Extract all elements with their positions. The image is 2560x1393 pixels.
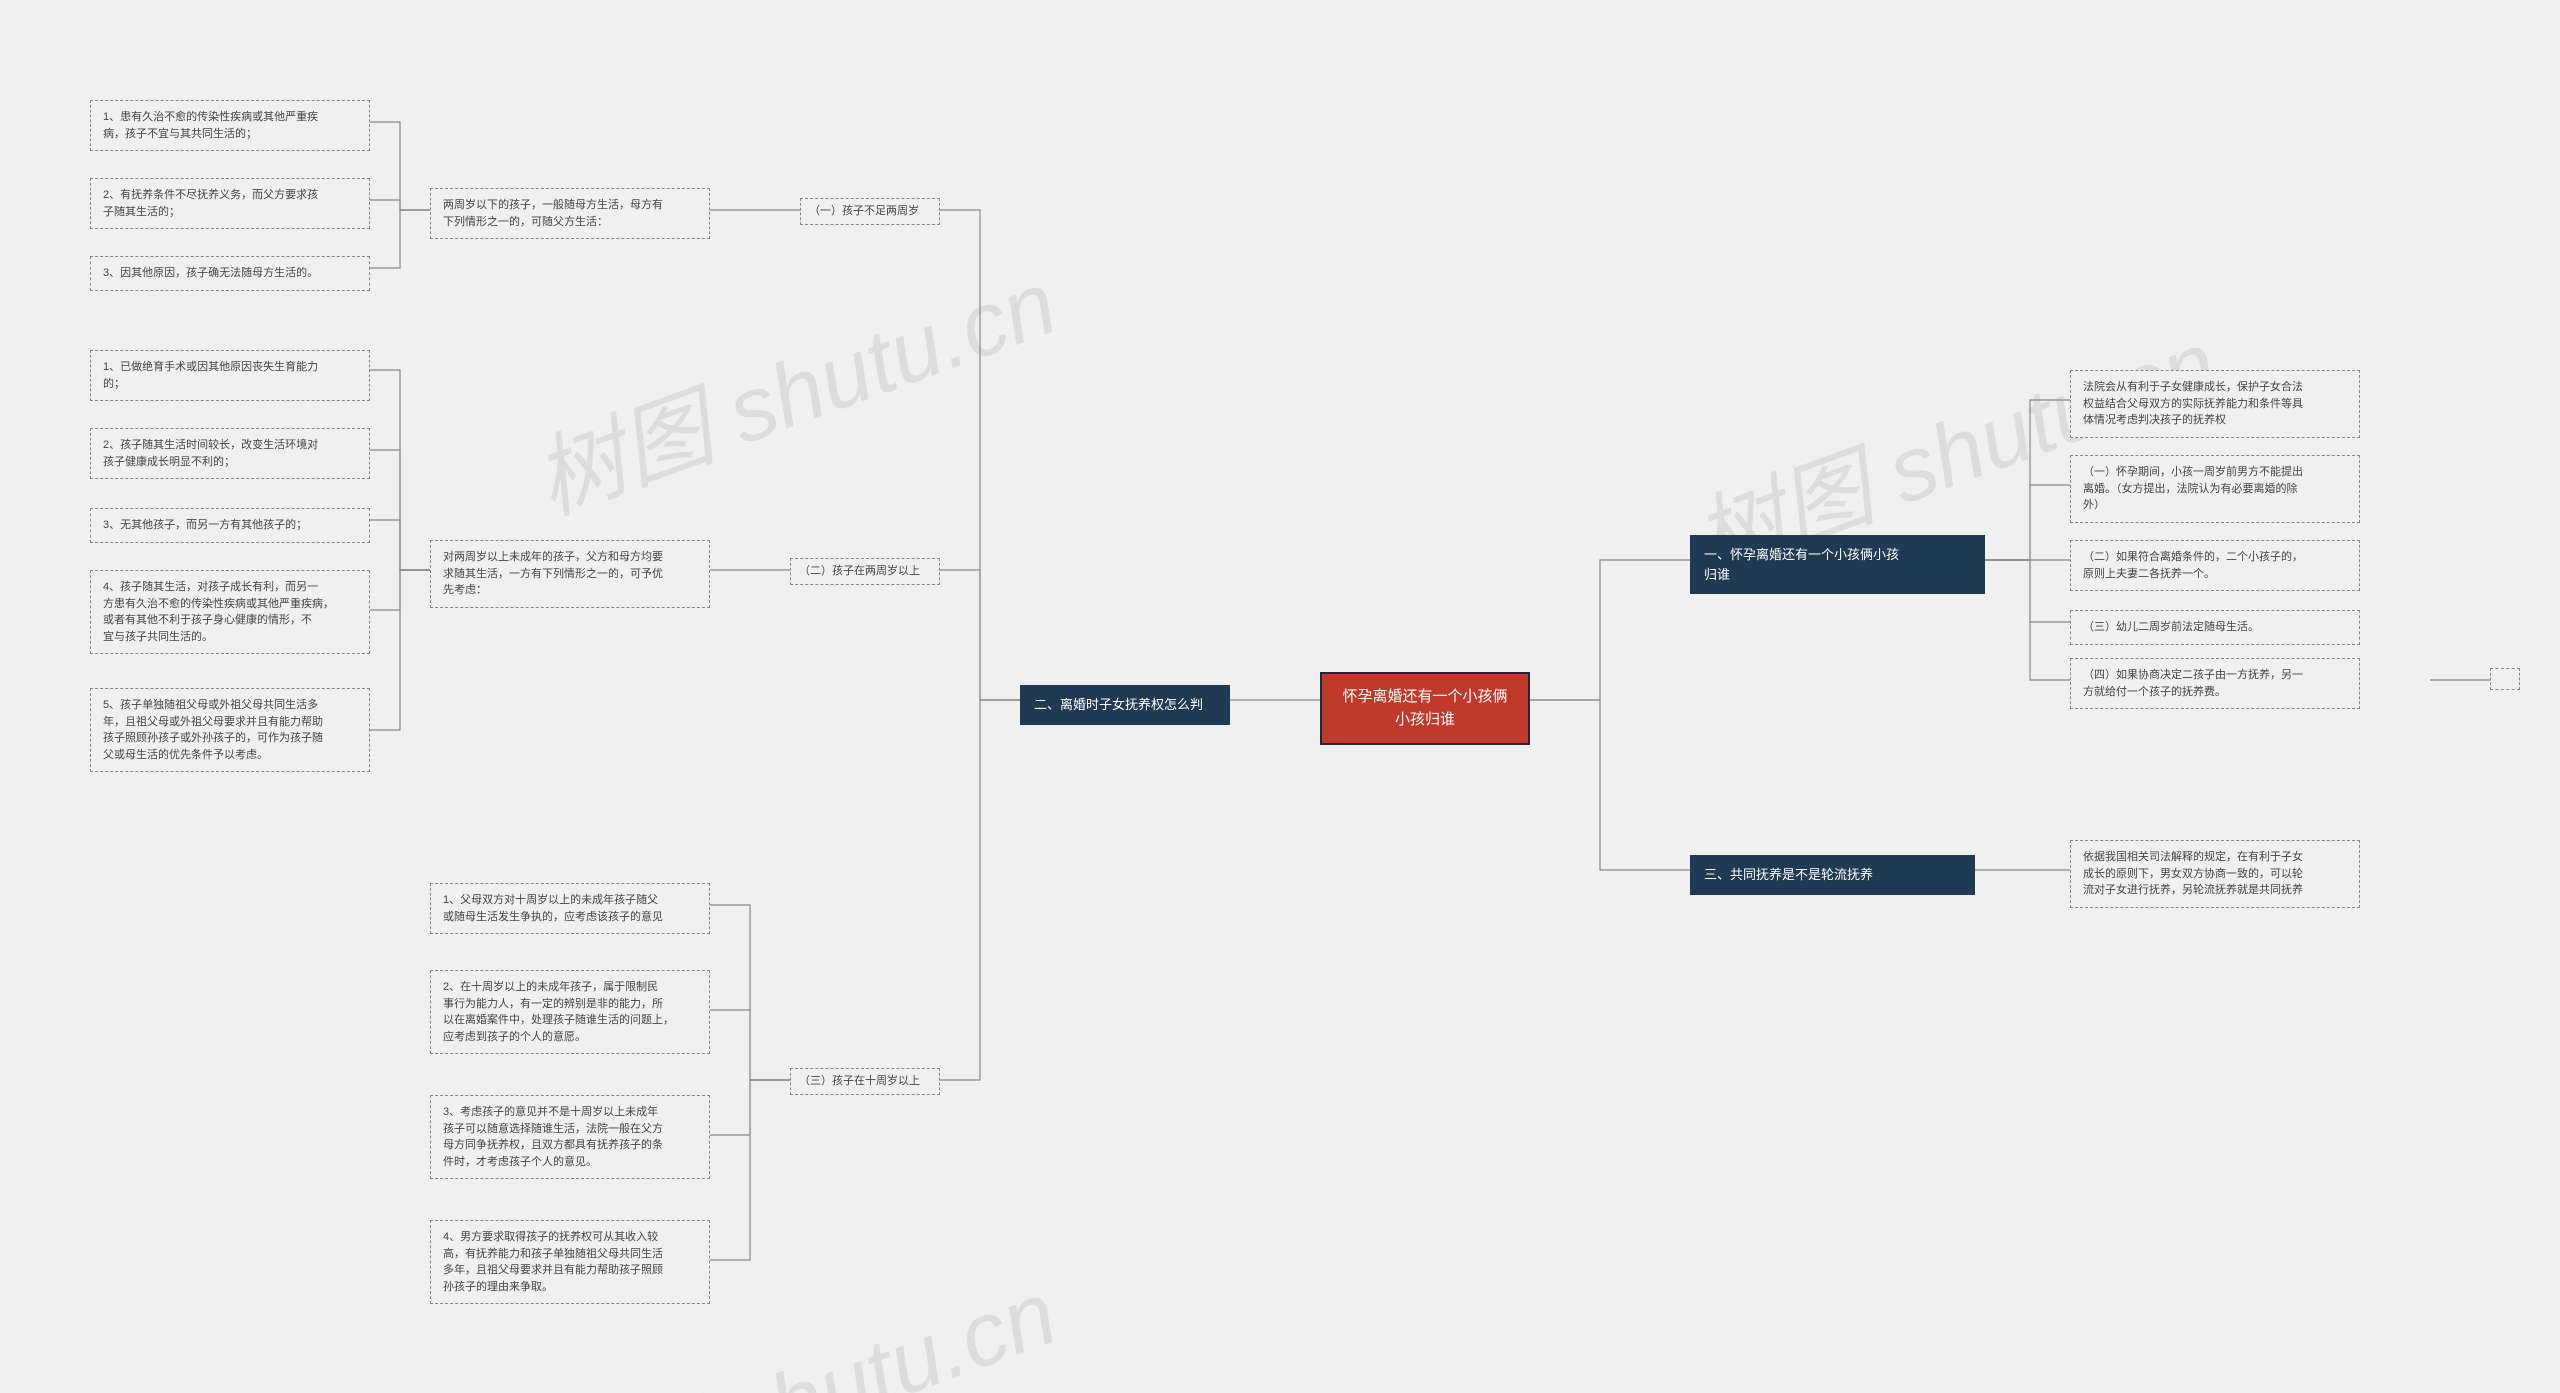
leaf-node[interactable]: 4、男方要求取得孩子的抚养权可从其收入较高，有抚养能力和孩子单独随祖父母共同生活… — [430, 1220, 710, 1304]
branch-1[interactable]: 一、怀孕离婚还有一个小孩俩小孩归谁 — [1690, 535, 1985, 594]
leaf-node[interactable]: 2、在十周岁以上的未成年孩子，属于限制民事行为能力人，有一定的辨别是非的能力，所… — [430, 970, 710, 1054]
leaf-node[interactable]: 依据我国相关司法解释的规定，在有利于子女成长的原则下，男女双方协商一致的，可以轮… — [2070, 840, 2360, 908]
sub-branch-3[interactable]: （三）孩子在十周岁以上 — [790, 1068, 940, 1095]
leaf-node[interactable]: （二）如果符合离婚条件的，二个小孩子的，原则上夫妻二各抚养一个。 — [2070, 540, 2360, 591]
leaf-node[interactable]: （三）幼儿二周岁前法定随母生活。 — [2070, 610, 2360, 645]
leaf-node[interactable]: 3、无其他孩子，而另一方有其他孩子的； — [90, 508, 370, 543]
leaf-node[interactable]: 对两周岁以上未成年的孩子，父方和母方均要求随其生活，一方有下列情形之一的，可予优… — [430, 540, 710, 608]
watermark: 树图 shutu.cn — [514, 231, 1071, 540]
leaf-node[interactable]: 1、患有久治不愈的传染性疾病或其他严重疾病，孩子不宜与其共同生活的； — [90, 100, 370, 151]
leaf-node[interactable]: 2、孩子随其生活时间较长，改变生活环境对孩子健康成长明显不利的； — [90, 428, 370, 479]
leaf-node[interactable]: （四）如果协商决定二孩子由一方抚养，另一方就给付一个孩子的抚养费。 — [2070, 658, 2360, 709]
leaf-node[interactable]: 2、有抚养条件不尽抚养义务，而父方要求孩子随其生活的； — [90, 178, 370, 229]
root-node[interactable]: 怀孕离婚还有一个小孩俩小孩归谁 — [1320, 672, 1530, 745]
leaf-node[interactable]: 两周岁以下的孩子，一般随母方生活，母方有下列情形之一的，可随父方生活： — [430, 188, 710, 239]
branch-2[interactable]: 二、离婚时子女抚养权怎么判 — [1020, 685, 1230, 725]
leaf-node[interactable]: 3、考虑孩子的意见并不是十周岁以上未成年孩子可以随意选择随谁生活，法院一般在父方… — [430, 1095, 710, 1179]
leaf-node[interactable]: 5、孩子单独随祖父母或外祖父母共同生活多年，且祖父母或外祖父母要求并且有能力帮助… — [90, 688, 370, 772]
branch-3[interactable]: 三、共同抚养是不是轮流抚养 — [1690, 855, 1975, 895]
leaf-node[interactable]: 法院会从有利于子女健康成长，保护子女合法权益结合父母双方的实际抚养能力和条件等具… — [2070, 370, 2360, 438]
leaf-node[interactable]: 1、已做绝育手术或因其他原因丧失生育能力的； — [90, 350, 370, 401]
leaf-node[interactable]: 3、因其他原因，孩子确无法随母方生活的。 — [90, 256, 370, 291]
leaf-node[interactable]: 4、孩子随其生活，对孩子成长有利，而另一方患有久治不愈的传染性疾病或其他严重疾病… — [90, 570, 370, 654]
tail-node[interactable] — [2490, 668, 2520, 690]
leaf-node[interactable]: 1、父母双方对十周岁以上的未成年孩子随父或随母生活发生争执的，应考虑该孩子的意见 — [430, 883, 710, 934]
sub-branch-1[interactable]: （一）孩子不足两周岁 — [800, 198, 940, 225]
leaf-node[interactable]: （一）怀孕期间，小孩一周岁前男方不能提出离婚。（女方提出，法院认为有必要离婚的除… — [2070, 455, 2360, 523]
mindmap-canvas: 树图 shutu.cn 树图 shutu.cn 树图 shutu.cn — [0, 0, 2560, 1393]
sub-branch-2[interactable]: （二）孩子在两周岁以上 — [790, 558, 940, 585]
